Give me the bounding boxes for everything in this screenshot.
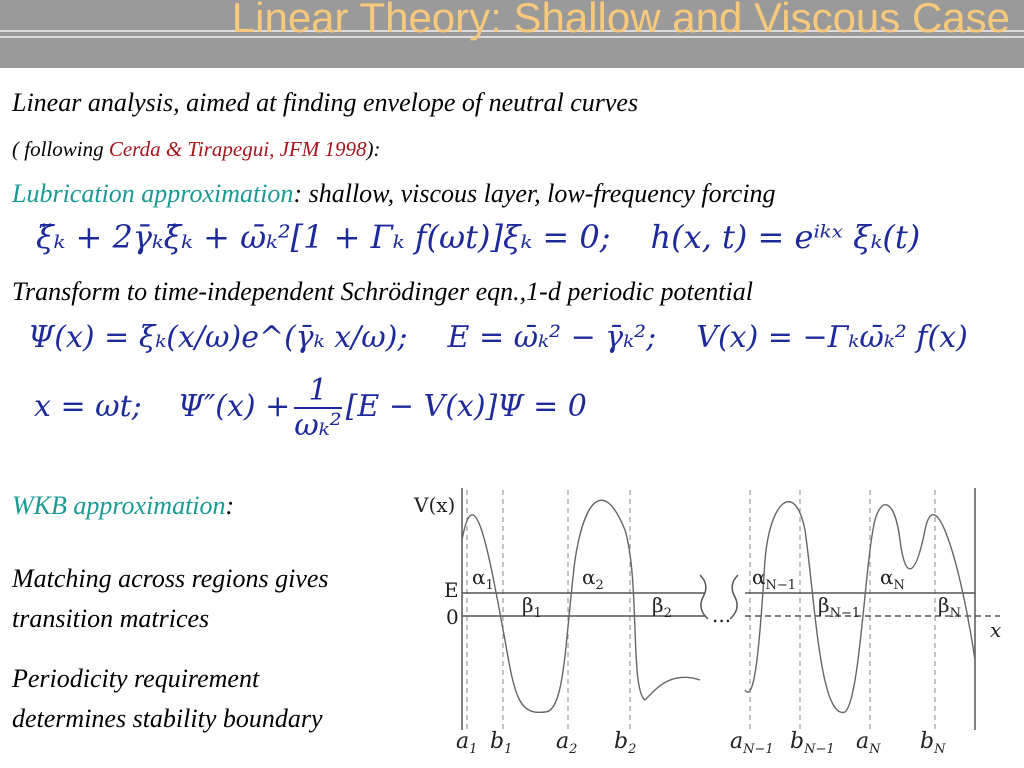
label-base: b bbox=[790, 729, 804, 754]
term: Lubrication approximation bbox=[12, 179, 294, 208]
figure-label: αN bbox=[880, 565, 905, 593]
label-base: b bbox=[614, 729, 628, 754]
label-sub: 2 bbox=[568, 742, 577, 757]
label-base: a bbox=[556, 729, 569, 754]
label-sub: 2 bbox=[664, 606, 672, 621]
title: Linear Theory: Shallow and Viscous Case bbox=[231, 0, 1010, 41]
lubrication: Lubrication approximation: shallow, visc… bbox=[12, 179, 776, 209]
equation-part: Ψ(x) = ξₖ(x/ω)e^(γ̄ₖ x/ω); bbox=[28, 320, 408, 355]
fraction: 1 ωₖ² bbox=[294, 374, 342, 443]
potential-curve bbox=[461, 499, 976, 714]
label-sub: N−1 bbox=[766, 578, 797, 593]
label-base: β bbox=[522, 593, 534, 617]
label-base: x bbox=[990, 618, 1001, 642]
line: transition matrices bbox=[12, 604, 210, 633]
text: : bbox=[225, 491, 235, 520]
label-sub: N bbox=[933, 742, 946, 757]
label-base: E bbox=[444, 578, 459, 602]
line: Matching across regions gives bbox=[12, 564, 329, 593]
matching: Matching across regions gives transition … bbox=[12, 559, 329, 639]
figure-label: bN bbox=[920, 729, 946, 757]
label-sub: N−1 bbox=[830, 606, 861, 621]
label-sub: 2 bbox=[627, 742, 636, 757]
figure-label: β2 bbox=[652, 593, 672, 621]
figure-label: α2 bbox=[582, 565, 604, 593]
wkb: WKB approximation: bbox=[12, 491, 234, 521]
label-sub: N bbox=[950, 606, 961, 621]
equation-part: V(x) = −Γₖω̄ₖ² f(x) bbox=[696, 320, 968, 355]
figure-label: βN−1 bbox=[818, 593, 860, 621]
label-base: α bbox=[582, 565, 596, 589]
numerator: 1 bbox=[294, 374, 342, 409]
figure-label: bN−1 bbox=[790, 729, 835, 757]
figure-label: βN bbox=[938, 593, 961, 621]
label-base: b bbox=[490, 729, 504, 754]
citation: ( following Cerda & Tirapegui, JFM 1998)… bbox=[12, 137, 380, 162]
label-base: a bbox=[456, 729, 469, 754]
label-sub: N bbox=[894, 578, 905, 593]
reference: Cerda & Tirapegui, JFM 1998 bbox=[108, 137, 367, 161]
figure-label: aN−1 bbox=[730, 729, 774, 757]
line: determines stability boundary bbox=[12, 704, 323, 733]
label-base: b bbox=[920, 729, 934, 754]
label-base: α bbox=[472, 565, 486, 589]
rule bbox=[0, 30, 1024, 32]
line: Periodicity requirement bbox=[12, 664, 260, 693]
label-base: β bbox=[652, 593, 664, 617]
figure-label: x bbox=[990, 618, 1001, 642]
denominator: ωₖ² bbox=[294, 408, 342, 443]
label-base: V(x) bbox=[413, 493, 455, 517]
equation: x = ωt; Ψ″(x) +1 ωₖ² [E − V(x)]Ψ = 0 bbox=[34, 374, 587, 442]
figure-label: α1 bbox=[472, 565, 494, 593]
label-sub: N−1 bbox=[803, 742, 835, 757]
figure-label: a2 bbox=[556, 729, 577, 757]
label-sub: 1 bbox=[504, 742, 512, 757]
text: ): bbox=[366, 137, 381, 161]
label-sub: 1 bbox=[534, 606, 542, 621]
title-bar: Linear Theory: Shallow and Viscous Case bbox=[0, 0, 1024, 68]
label-sub: 1 bbox=[469, 742, 477, 757]
equation: ξ̈ₖ + 2γ̄ₖξ̇ₖ + ω̄ₖ²[1 + Γₖ f(ωt)]ξₖ = 0… bbox=[36, 218, 920, 256]
intro: Linear analysis, aimed at finding envelo… bbox=[12, 88, 639, 117]
equation-part: h(x, t) = eⁱᵏˣ ξₖ(t) bbox=[650, 218, 921, 256]
text: : shallow, viscous layer, low-frequency … bbox=[293, 179, 776, 208]
label-base: α bbox=[752, 565, 766, 589]
equation-part: x = ωt; bbox=[34, 389, 142, 424]
label-base: β bbox=[938, 593, 950, 617]
figure-label: V(x) bbox=[413, 493, 455, 517]
figure-label: a1 bbox=[456, 729, 477, 757]
figure-label: ... bbox=[712, 603, 731, 627]
label-sub: 1 bbox=[486, 578, 494, 593]
equation-part: Ψ″(x) + bbox=[177, 389, 291, 424]
figure-label: b2 bbox=[614, 729, 636, 757]
figure-label: β1 bbox=[522, 593, 542, 621]
term: WKB approximation bbox=[12, 491, 226, 520]
equation-part: [E − V(x)]Ψ = 0 bbox=[345, 389, 587, 424]
equation-part: ξ̈ₖ + 2γ̄ₖξ̇ₖ + ω̄ₖ²[1 + Γₖ f(ωt)]ξₖ = 0… bbox=[36, 218, 611, 256]
label-sub: N bbox=[868, 742, 881, 757]
rule bbox=[0, 36, 1024, 38]
label-base: ... bbox=[712, 603, 731, 627]
figure-label: 0 bbox=[446, 605, 459, 629]
equation: Ψ(x) = ξₖ(x/ω)e^(γ̄ₖ x/ω); E = ω̄ₖ² − γ̄ₖ… bbox=[28, 320, 968, 355]
label-base: a bbox=[856, 729, 869, 754]
label-base: 0 bbox=[446, 605, 459, 629]
label-sub: 2 bbox=[596, 578, 604, 593]
figure-label: E bbox=[444, 578, 459, 602]
figure-label: b1 bbox=[490, 729, 512, 757]
periodicity: Periodicity requirement determines stabil… bbox=[12, 659, 323, 739]
label-base: α bbox=[880, 565, 894, 589]
figure-label: aN bbox=[856, 729, 881, 757]
label-base: β bbox=[818, 593, 830, 617]
transform: Transform to time-independent Schrödinge… bbox=[12, 277, 753, 306]
text: ( following bbox=[12, 137, 109, 161]
figure-label: αN−1 bbox=[752, 565, 796, 593]
axes bbox=[461, 488, 1000, 730]
label-base: a bbox=[730, 729, 743, 754]
label-sub: N−1 bbox=[742, 742, 774, 757]
equation-part: E = ω̄ₖ² − γ̄ₖ²; bbox=[447, 320, 657, 355]
